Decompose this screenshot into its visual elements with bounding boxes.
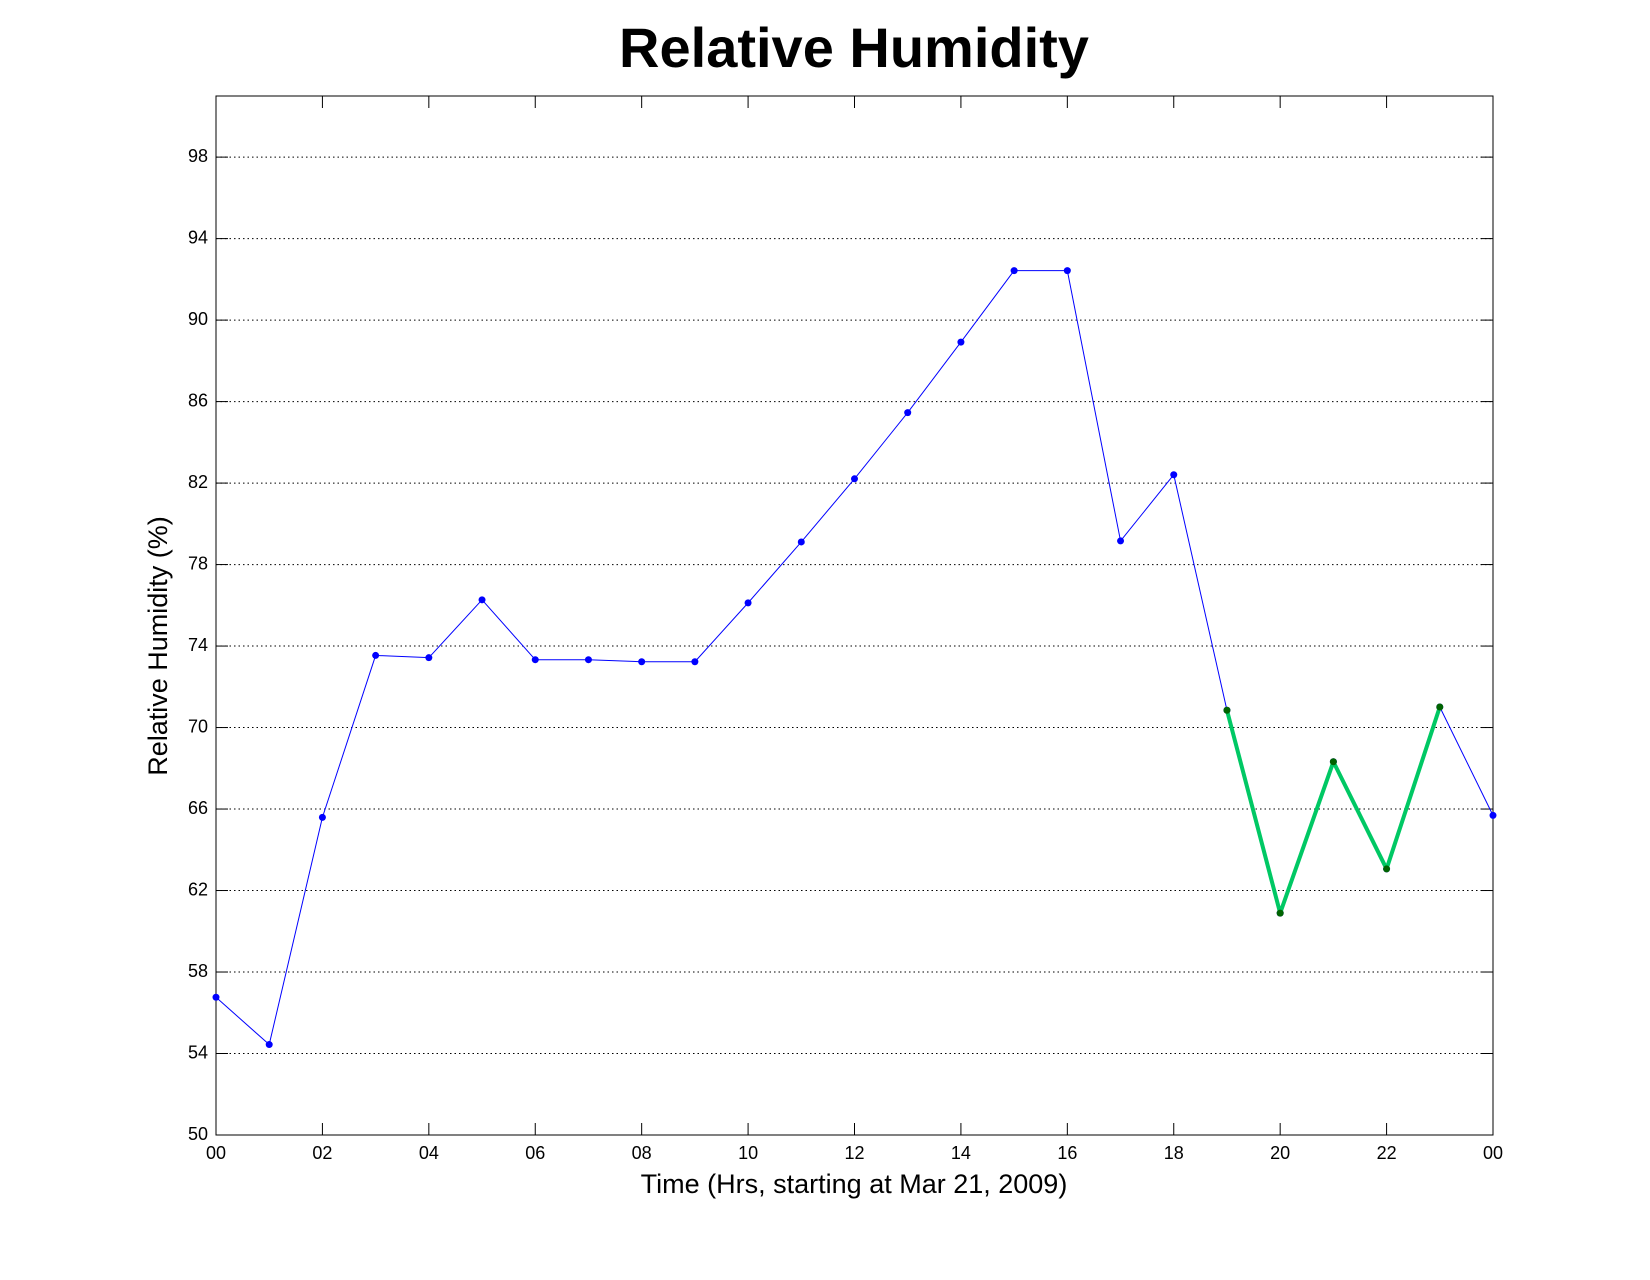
- data-point: [904, 409, 912, 417]
- data-point: [212, 993, 220, 1001]
- data-point: [744, 599, 752, 607]
- x-tick-label: 20: [1270, 1143, 1290, 1163]
- data-line: [1225, 706, 1442, 916]
- y-tick-label: 58: [188, 961, 208, 981]
- x-tick-label: 00: [206, 1143, 226, 1163]
- x-tick-label: 10: [738, 1143, 758, 1163]
- data-point: [1063, 267, 1071, 275]
- data-point: [1329, 758, 1337, 766]
- y-axis-label: Relative Humidity (%): [143, 516, 173, 776]
- y-tick-label: 86: [188, 390, 208, 410]
- x-tick-label: 02: [312, 1143, 332, 1163]
- data-point: [372, 651, 380, 659]
- y-tick-label: 50: [188, 1124, 208, 1144]
- x-tick-label: 06: [525, 1143, 545, 1163]
- data-point: [478, 596, 486, 604]
- y-tick-label: 66: [188, 798, 208, 818]
- x-tick-label: 18: [1164, 1143, 1184, 1163]
- data-point: [957, 338, 965, 346]
- data-point: [797, 538, 805, 546]
- x-tick-label: 04: [419, 1143, 439, 1163]
- x-axis-label: Time (Hrs, starting at Mar 21, 2009): [641, 1169, 1068, 1199]
- y-tick-label: 94: [188, 227, 208, 247]
- y-tick-label: 98: [188, 146, 208, 166]
- data-point: [531, 656, 539, 664]
- data-line: [215, 270, 1494, 1046]
- x-tick-label: 00: [1483, 1143, 1503, 1163]
- data-point: [584, 656, 592, 664]
- x-tick-label: 08: [632, 1143, 652, 1163]
- chart-title: Relative Humidity: [619, 16, 1089, 79]
- data-point: [1276, 909, 1284, 917]
- data-point: [1223, 706, 1231, 714]
- data-point: [425, 654, 433, 662]
- x-tick-label: 16: [1057, 1143, 1077, 1163]
- data-point: [851, 475, 858, 483]
- data-point: [1383, 865, 1391, 873]
- data-point: [1117, 537, 1125, 545]
- data-point: [691, 658, 699, 666]
- y-tick-label: 82: [188, 472, 208, 492]
- data-point: [1170, 471, 1178, 479]
- data-point: [318, 813, 326, 821]
- data-point: [265, 1041, 273, 1049]
- y-tick-label: 54: [188, 1042, 208, 1062]
- data-point: [1489, 811, 1497, 819]
- x-tick-label: 22: [1377, 1143, 1397, 1163]
- data-point: [1436, 703, 1444, 711]
- y-tick-label: 78: [188, 553, 208, 573]
- y-tick-label: 74: [188, 635, 208, 655]
- x-tick-label: 14: [951, 1143, 971, 1163]
- y-tick-label: 90: [188, 309, 208, 329]
- data-point: [638, 658, 646, 666]
- x-tick-label: 12: [844, 1143, 864, 1163]
- y-tick-label: 62: [188, 879, 208, 899]
- plot-frame: [215, 95, 1494, 1136]
- y-tick-label: 70: [188, 716, 208, 736]
- data-point: [1010, 267, 1018, 275]
